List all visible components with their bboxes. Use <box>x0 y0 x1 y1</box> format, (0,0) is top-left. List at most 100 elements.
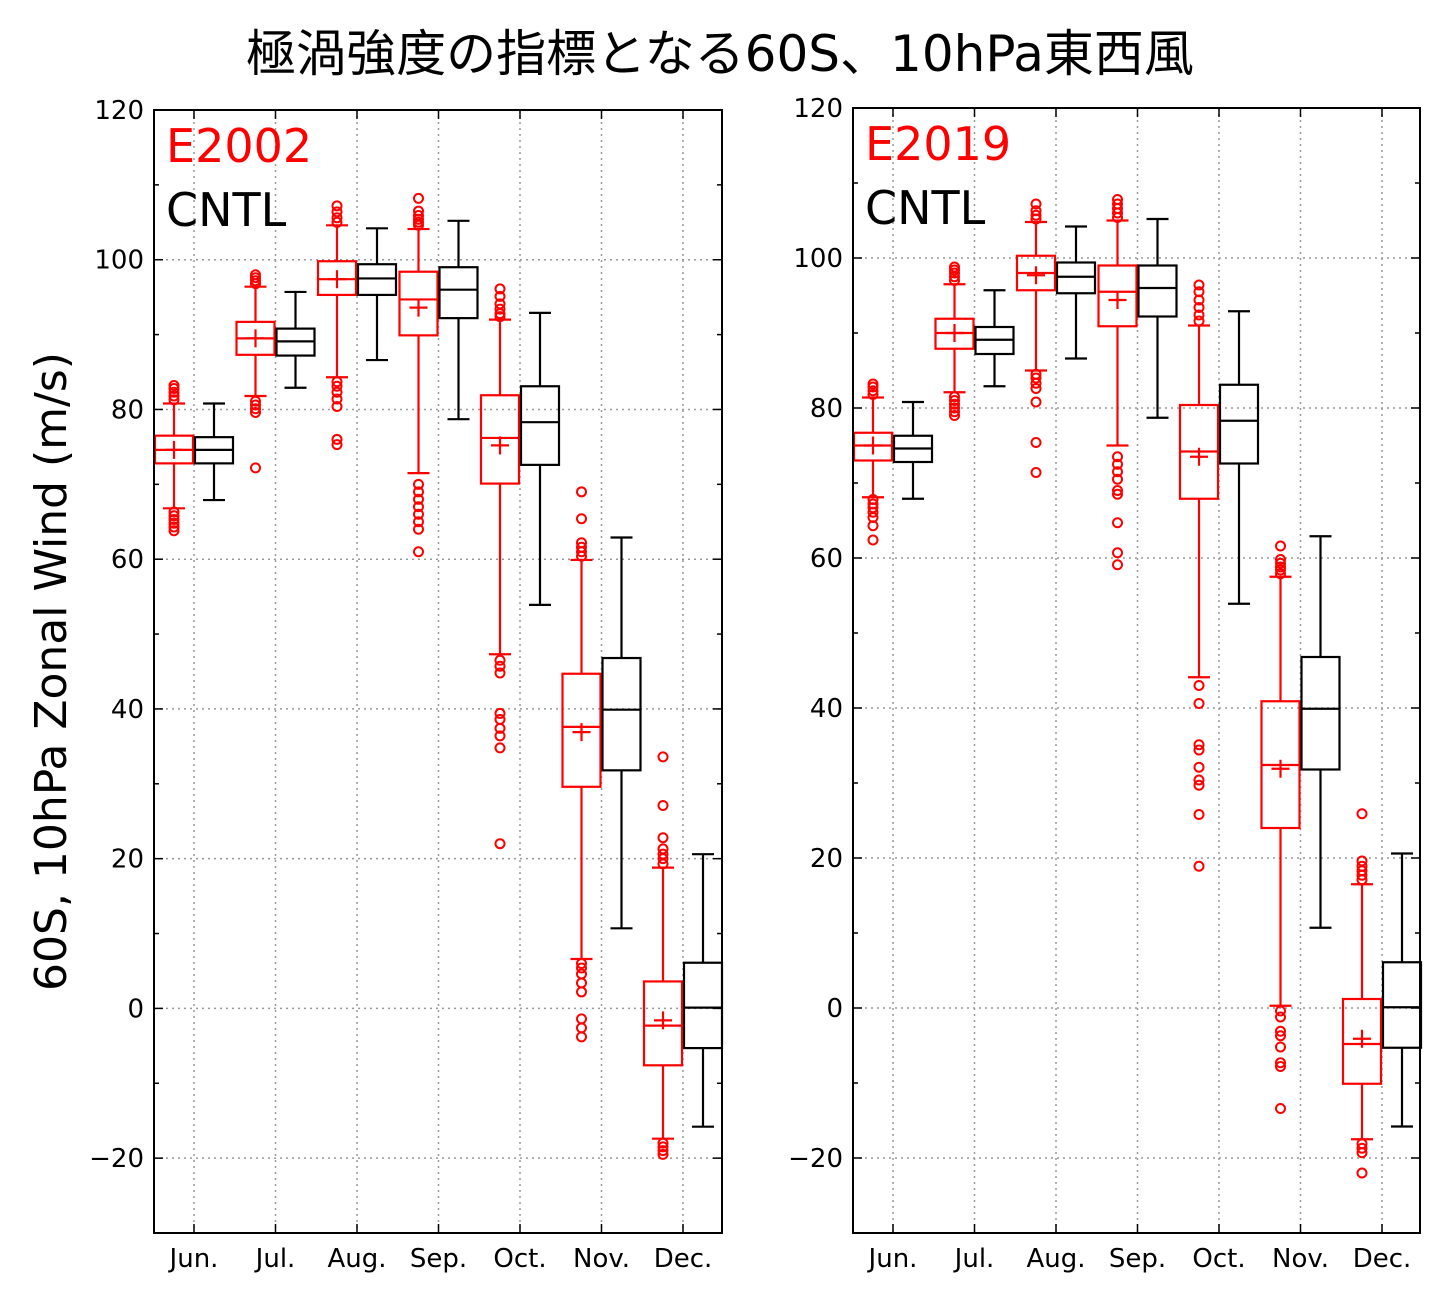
box-nov <box>1300 535 1341 929</box>
outlier-point <box>1356 855 1368 867</box>
legend: E2019 CNTL <box>865 117 1011 235</box>
outlier-point <box>657 1141 669 1153</box>
outlier-point <box>250 399 261 411</box>
legend-label-cntl: CNTL <box>166 183 287 237</box>
x-tick-label: Oct. <box>493 1244 546 1274</box>
outlier-point <box>1356 1142 1368 1154</box>
outlier-point <box>1193 309 1205 321</box>
outlier-point <box>250 403 261 415</box>
outlier-point <box>576 968 587 980</box>
outlier-point <box>250 462 261 474</box>
outlier-point <box>1193 279 1205 291</box>
iqr-box <box>642 980 684 1067</box>
outlier-point <box>1275 1057 1286 1069</box>
x-tick-label: Oct. <box>1192 1244 1245 1274</box>
outlier-point <box>1275 1011 1286 1023</box>
outlier-point <box>949 398 960 410</box>
y-tick-label: 120 <box>94 96 144 126</box>
outlier-point <box>413 486 424 498</box>
box-jul <box>934 261 975 421</box>
iqr-box <box>682 961 724 1050</box>
outlier-point <box>1193 744 1205 756</box>
figure-title: 極渦強度の指標となる60S、10hPa東西風 <box>246 25 1194 83</box>
outlier-point <box>657 751 669 763</box>
outlier-point <box>1275 557 1286 569</box>
box-jun <box>852 378 894 546</box>
outlier-point <box>331 200 343 212</box>
outlier-point <box>168 514 180 526</box>
outlier-point <box>1275 1025 1286 1037</box>
outlier-point <box>1275 561 1286 573</box>
box-nov <box>601 536 642 930</box>
outlier-point <box>1193 302 1205 313</box>
outlier-point <box>1193 286 1205 298</box>
outlier-point <box>1193 680 1205 691</box>
iqr-box <box>1341 997 1383 1085</box>
outlier-point <box>1193 698 1205 709</box>
outlier-point <box>1112 485 1123 496</box>
outlier-point <box>168 521 180 533</box>
x-tick-label: Jun. <box>168 1244 219 1274</box>
box-jul <box>974 289 1015 388</box>
outlier-point <box>867 494 879 505</box>
y-tick-label: 100 <box>793 244 843 274</box>
outlier-point <box>867 534 879 546</box>
outlier-point <box>1030 209 1042 221</box>
outlier-point <box>1275 1005 1286 1017</box>
y-tick-label: 0 <box>127 994 144 1024</box>
outlier-point <box>250 395 261 407</box>
iqr-box <box>1055 261 1097 295</box>
box-dec <box>1341 808 1383 1179</box>
outlier-point <box>949 406 960 418</box>
outlier-point <box>1275 1030 1286 1042</box>
outlier-point <box>494 742 506 754</box>
outlier-point <box>331 206 343 218</box>
x-axis: Jun. Jul. Aug. Sep. Oct. Nov. Dec. <box>867 108 1411 1274</box>
outlier-point <box>867 498 879 510</box>
outlier-point <box>1030 368 1042 380</box>
outlier-point <box>1030 467 1042 478</box>
outlier-point <box>1112 194 1123 205</box>
outlier-point <box>1193 739 1205 751</box>
y-tick-label: 100 <box>94 246 144 276</box>
outlier-point <box>331 380 343 392</box>
outlier-point <box>413 501 424 513</box>
box-jun <box>892 400 934 500</box>
outlier-point <box>657 832 669 844</box>
outlier-point <box>413 478 424 490</box>
iqr-box <box>1300 655 1341 771</box>
y-tick-label: −20 <box>89 1144 144 1174</box>
box-sep <box>1137 217 1178 419</box>
outlier-point <box>1356 1167 1368 1179</box>
outlier-point <box>657 1145 669 1157</box>
y-tick-label: 80 <box>810 394 843 424</box>
box-jul <box>275 290 316 389</box>
box-nov <box>561 486 602 1043</box>
outlier-point <box>331 376 343 388</box>
series-e2002 <box>153 192 684 1160</box>
box-sep <box>438 219 479 421</box>
outlier-point <box>576 1022 587 1034</box>
outlier-point <box>168 380 180 392</box>
series-e2019 <box>852 194 1383 1179</box>
outlier-point <box>949 402 960 414</box>
outlier-point <box>413 205 424 217</box>
outlier-point <box>168 510 180 522</box>
outlier-point <box>1275 1103 1286 1114</box>
outlier-point <box>657 843 669 855</box>
outlier-point <box>331 212 343 224</box>
y-tick-label: 20 <box>111 845 144 875</box>
x-tick-label: Jul. <box>953 1244 995 1274</box>
iqr-box <box>601 656 642 772</box>
iqr-box <box>1381 961 1423 1049</box>
outlier-point <box>1275 568 1286 580</box>
box-sep <box>398 192 439 558</box>
series-cntl <box>193 219 724 1128</box>
outlier-point <box>331 433 343 445</box>
y-tick-label: 40 <box>810 694 843 724</box>
outlier-point <box>657 1148 669 1160</box>
box-dec <box>642 751 684 1160</box>
outlier-point <box>331 439 343 451</box>
box-aug <box>356 227 398 362</box>
